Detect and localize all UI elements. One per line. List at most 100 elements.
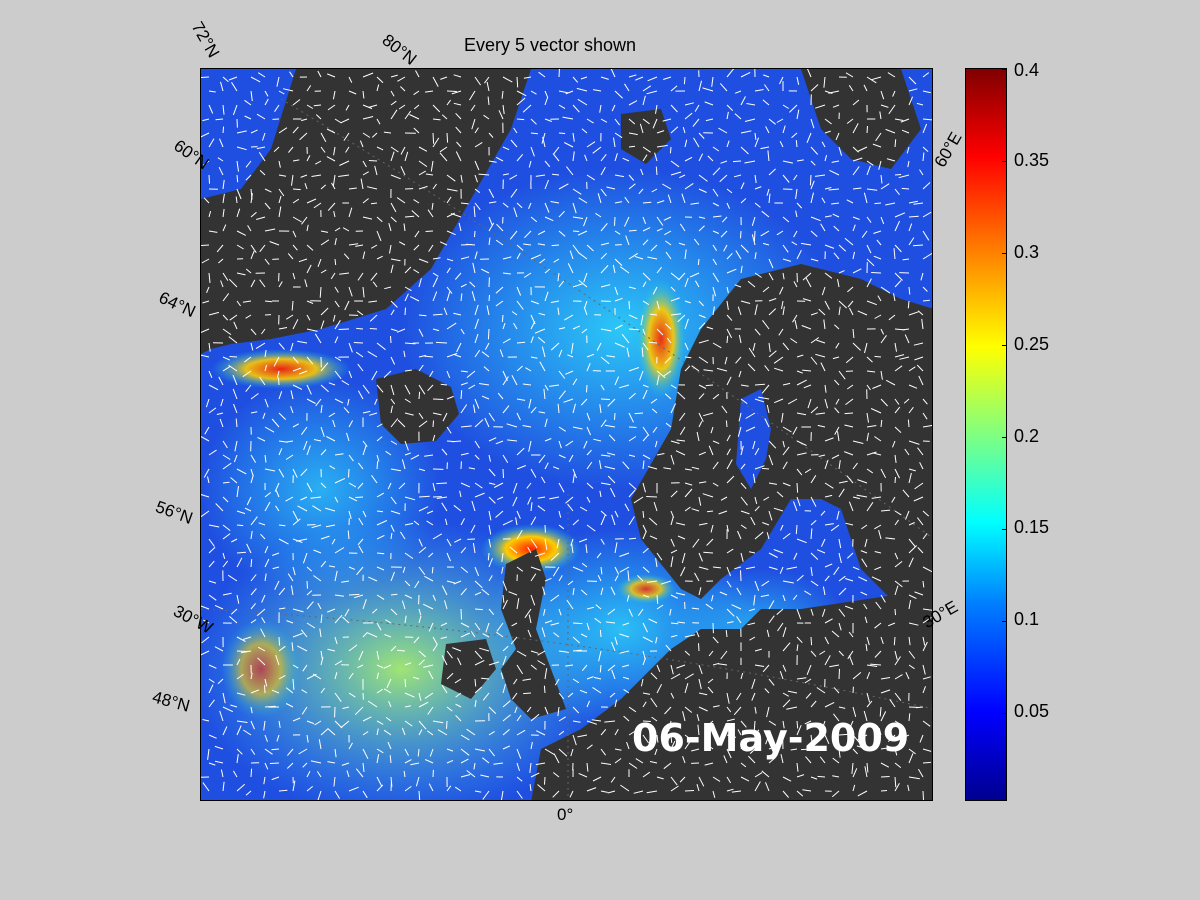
vector-arrow xyxy=(834,426,840,435)
vector-arrow xyxy=(398,104,406,110)
map-panel[interactable] xyxy=(200,68,933,801)
vector-arrow xyxy=(824,482,834,489)
vector-arrow xyxy=(217,157,224,162)
vector-arrow xyxy=(583,272,588,283)
vector-arrow xyxy=(418,258,429,263)
vector-arrow xyxy=(866,356,873,363)
vector-arrow xyxy=(495,286,504,294)
vector-arrow xyxy=(544,462,549,470)
vector-arrow xyxy=(418,420,428,428)
vector-arrow xyxy=(220,398,224,407)
vector-arrow xyxy=(656,216,664,226)
vector-arrow xyxy=(387,482,392,490)
vector-arrow xyxy=(852,157,863,162)
vector-arrow xyxy=(306,786,314,792)
vector-arrow xyxy=(511,375,518,386)
vector-arrow xyxy=(656,370,666,379)
vector-arrow xyxy=(654,748,658,756)
vector-arrow xyxy=(451,90,462,95)
vector-arrow xyxy=(474,440,480,449)
vector-arrow xyxy=(262,132,266,141)
vector-arrow xyxy=(366,186,378,190)
vector-arrow xyxy=(474,188,481,194)
vector-arrow xyxy=(348,286,353,297)
vector-arrow xyxy=(801,325,812,330)
vector-arrow xyxy=(334,258,337,266)
vector-arrow xyxy=(712,636,719,644)
vector-arrow xyxy=(838,244,847,252)
vector-arrow xyxy=(487,552,490,561)
vector-arrow xyxy=(472,543,476,554)
vector-arrow xyxy=(565,90,574,95)
vector-arrow xyxy=(297,340,308,344)
vector-arrow xyxy=(572,216,584,219)
vector-arrow xyxy=(572,403,576,414)
vector-arrow xyxy=(647,256,658,260)
vector-arrow xyxy=(544,620,553,624)
colorbar-tick-mark xyxy=(1002,437,1007,438)
vector-arrow xyxy=(794,319,798,330)
vector-arrow xyxy=(499,349,504,358)
vector-arrow xyxy=(272,566,280,570)
vector-arrow xyxy=(857,146,868,152)
vector-arrow xyxy=(776,118,784,123)
vector-arrow xyxy=(779,140,784,148)
colorbar-tick-label: 0.05 xyxy=(1014,701,1050,721)
vector-arrow xyxy=(597,574,602,582)
vector-arrow xyxy=(768,454,774,466)
vector-arrow xyxy=(614,412,616,420)
vector-arrow xyxy=(600,252,608,260)
vector-arrow xyxy=(474,748,485,752)
vector-arrow xyxy=(222,524,231,531)
vector-arrow xyxy=(222,365,231,372)
vector-arrow xyxy=(208,174,210,184)
vector-arrow xyxy=(878,529,882,540)
vector-arrow xyxy=(502,454,509,464)
vector-arrow xyxy=(397,76,406,82)
vector-arrow xyxy=(810,528,813,540)
vector-arrow xyxy=(665,644,672,652)
vector-arrow xyxy=(802,298,812,302)
vector-arrow xyxy=(552,146,560,155)
vector-arrow xyxy=(745,412,756,419)
vector-arrow xyxy=(600,587,604,596)
vector-arrow xyxy=(208,138,215,148)
vector-arrow xyxy=(544,160,551,168)
vector-arrow xyxy=(208,538,215,547)
vector-arrow xyxy=(796,720,799,729)
vector-arrow xyxy=(432,434,436,442)
vector-arrow xyxy=(290,406,294,414)
vector-arrow xyxy=(703,369,714,372)
vector-arrow xyxy=(782,482,791,487)
vector-arrow xyxy=(320,307,329,316)
vector-arrow xyxy=(214,745,224,750)
vector-arrow xyxy=(894,118,904,121)
vector-arrow xyxy=(790,748,798,751)
vector-arrow xyxy=(922,90,931,94)
vector-arrow xyxy=(845,398,854,406)
vector-arrow xyxy=(824,187,832,190)
vector-arrow xyxy=(460,774,471,778)
vector-arrow xyxy=(656,266,662,274)
vector-arrow xyxy=(830,524,840,532)
vector-arrow xyxy=(712,440,720,445)
vector-arrow xyxy=(782,461,788,470)
vector-arrow xyxy=(781,412,784,423)
vector-arrow xyxy=(740,496,748,506)
vector-arrow xyxy=(466,243,476,246)
vector-arrow xyxy=(593,438,602,442)
vector-arrow xyxy=(754,202,761,208)
vector-arrow xyxy=(537,784,546,792)
vector-arrow xyxy=(278,195,282,204)
vector-arrow xyxy=(348,76,353,83)
vector-arrow xyxy=(208,684,214,694)
vector-arrow xyxy=(733,174,742,178)
vector-arrow xyxy=(418,701,429,708)
vector-arrow xyxy=(390,202,397,213)
vector-arrow xyxy=(286,620,294,624)
vector-arrow xyxy=(656,776,664,780)
vector-arrow xyxy=(368,576,378,582)
vector-arrow xyxy=(385,619,392,624)
vector-arrow xyxy=(259,244,266,253)
vector-arrow xyxy=(670,490,678,498)
